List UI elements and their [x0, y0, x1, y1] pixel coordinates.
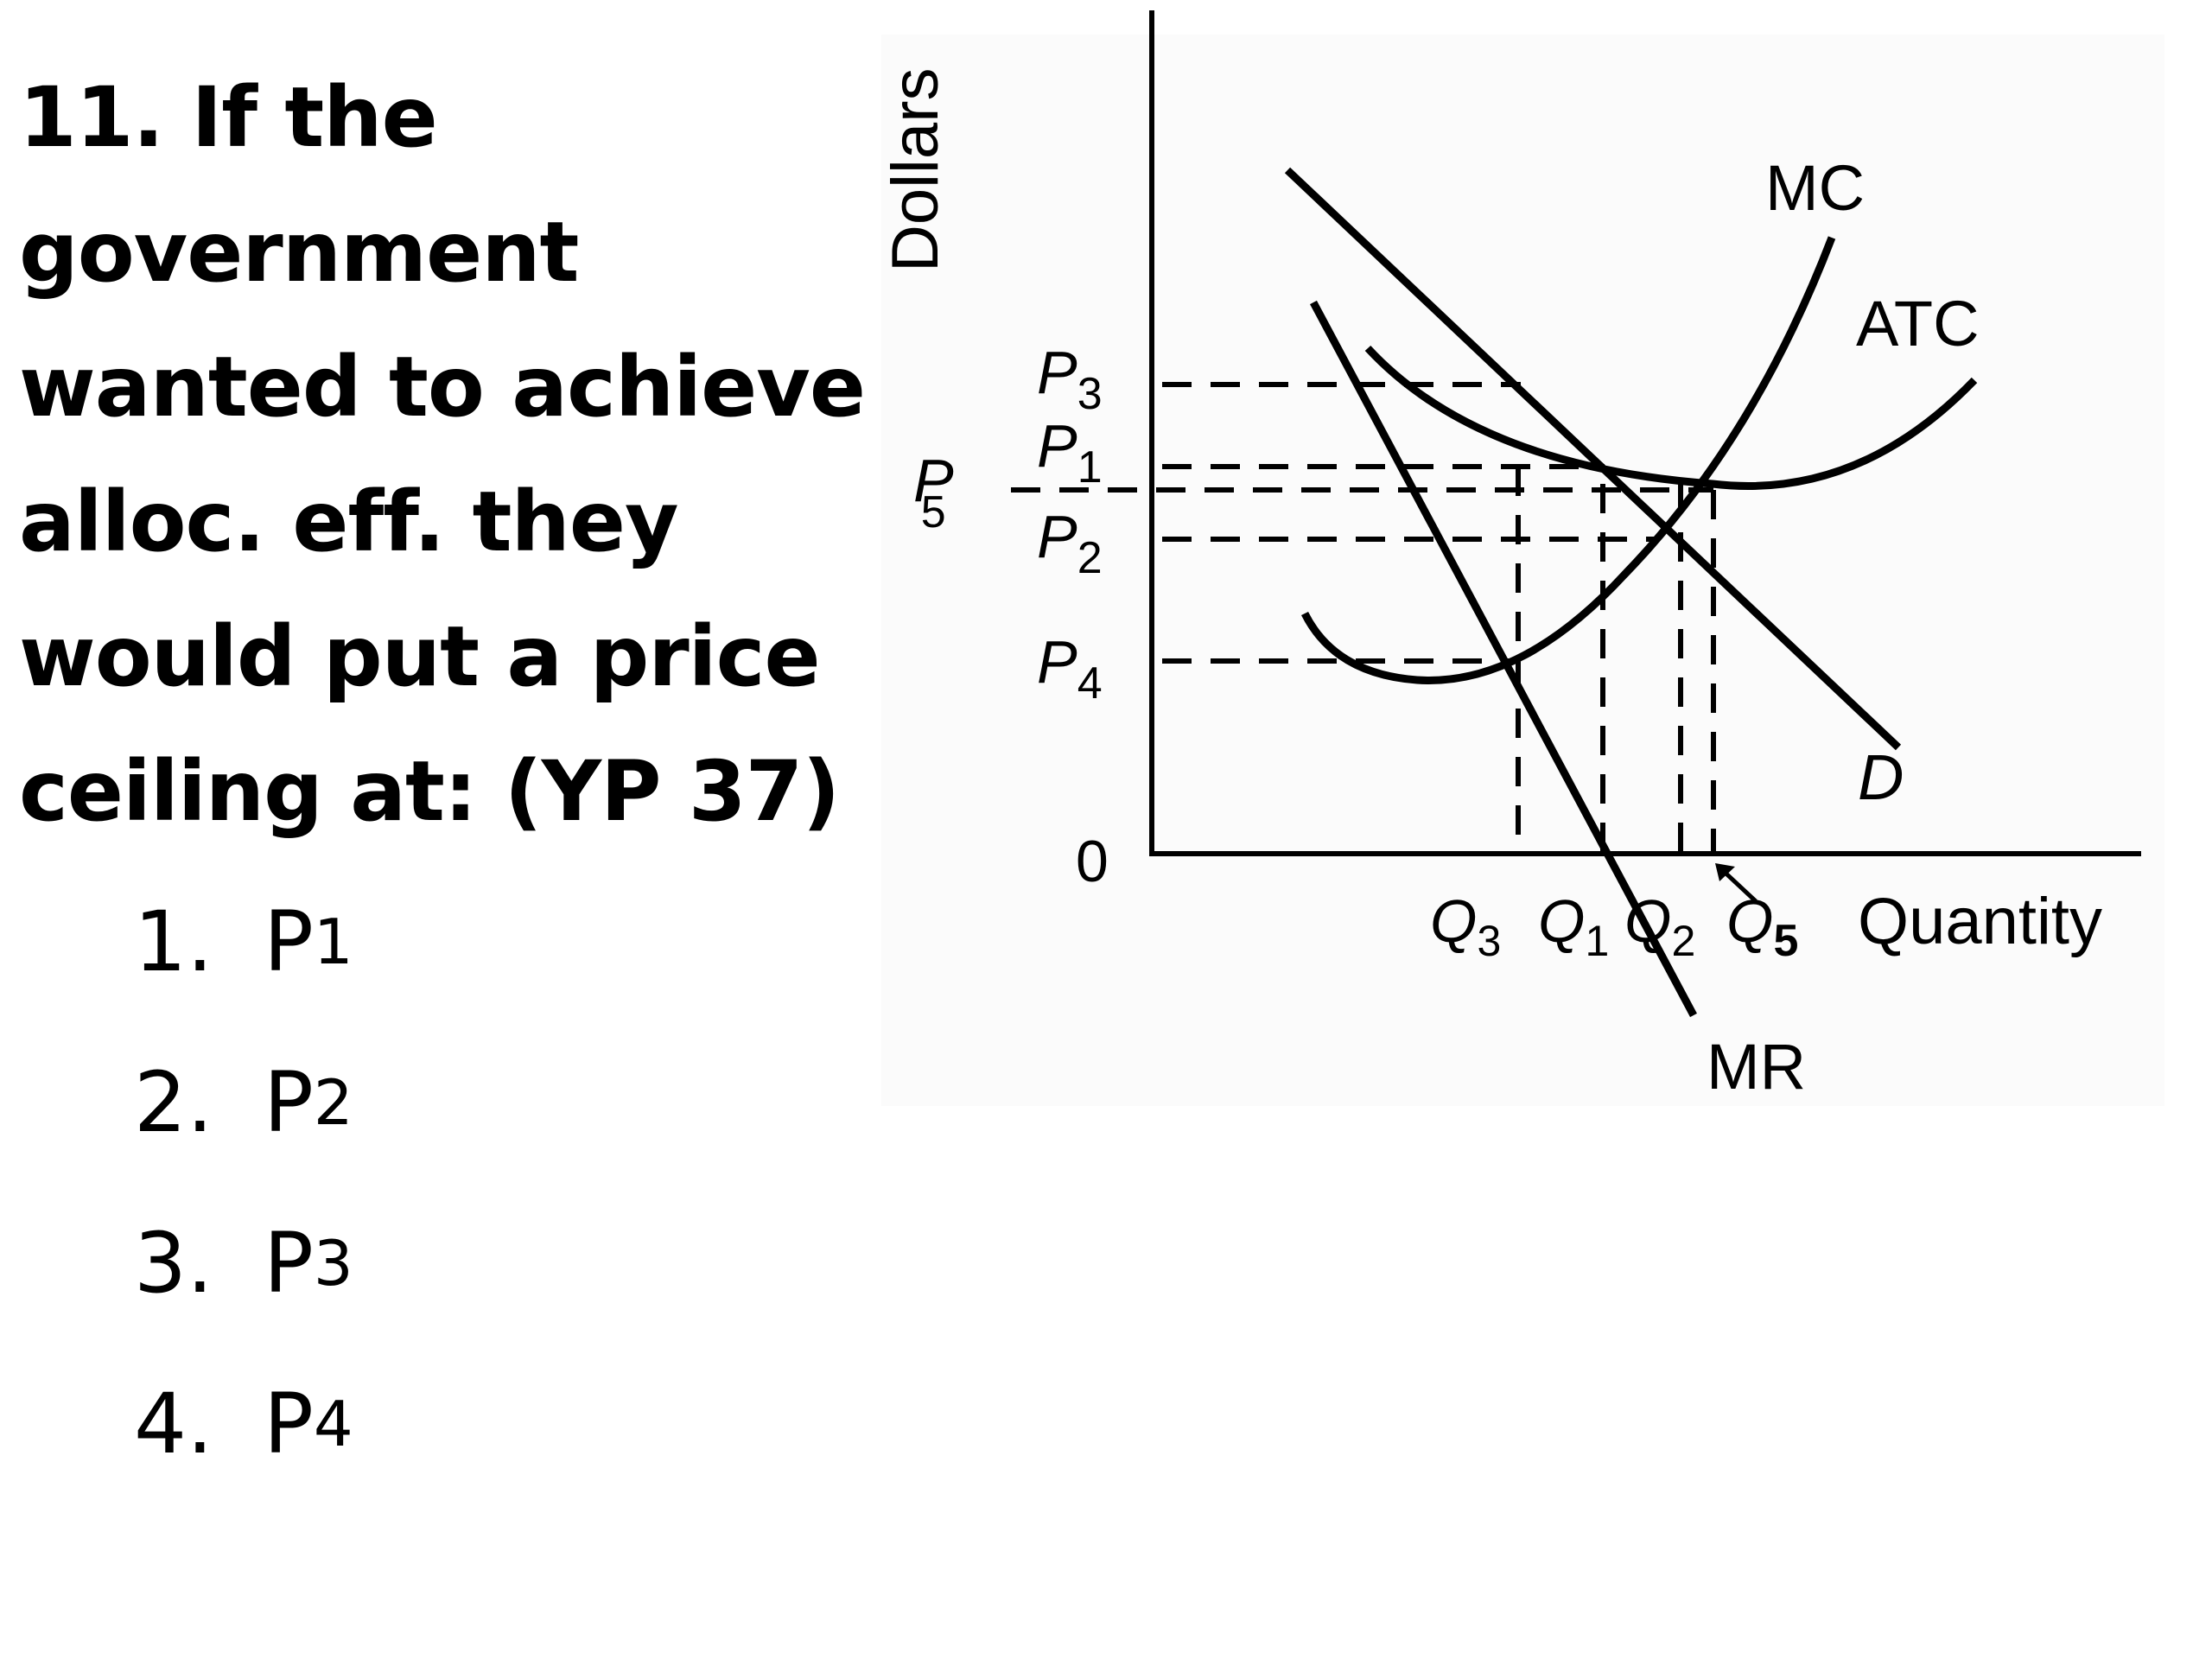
option-label: P [264, 1376, 314, 1472]
mc-label: MC [1765, 152, 1865, 224]
demand-curve [1284, 167, 1902, 751]
monopoly-cost-curves-graph: Dollars 0 P3 P1 P5 P2 P4 Q3 Q1 Q2 Q5 Qua… [879, 10, 2164, 1106]
price-label-p1: P1 [1037, 412, 1103, 493]
mr-label: MR [1707, 1031, 1806, 1103]
q5-arrowhead [1715, 863, 1735, 881]
option-4[interactable]: 4. P 4 [134, 1372, 353, 1533]
question-text: 11. If the government wanted to achieve … [19, 69, 866, 840]
option-subscript: 1 [313, 906, 353, 978]
price-label-p4: P4 [1037, 628, 1103, 709]
atc-label: ATC [1856, 288, 1980, 359]
option-number: 3. [134, 1215, 213, 1312]
option-label: P [264, 1215, 314, 1312]
quantity-label-q5: Q5 [1726, 887, 1798, 966]
price-label-p5: P5 [913, 447, 954, 537]
answer-options: 1. P 1 2. P 2 3. P 3 4. P 4 [134, 890, 353, 1533]
demand-label: D [1858, 741, 1904, 813]
option-subscript: 3 [313, 1227, 353, 1300]
option-label: P [264, 893, 314, 990]
option-subscript: 2 [313, 1066, 353, 1139]
option-1[interactable]: 1. P 1 [134, 890, 353, 1051]
price-label-p2: P2 [1037, 503, 1103, 583]
quantity-label-q2: Q2 [1624, 887, 1695, 965]
option-3[interactable]: 3. P 3 [134, 1211, 353, 1372]
quantity-label-q3: Q3 [1430, 887, 1501, 965]
y-axis-label: Dollars [879, 68, 952, 273]
graph-background [881, 35, 2164, 1106]
option-2[interactable]: 2. P 2 [134, 1051, 353, 1211]
origin-label: 0 [1076, 829, 1109, 894]
dashed-guides [1011, 382, 1716, 851]
marginal-revenue-curve [1310, 300, 1697, 1018]
x-axis-label: Quantity [1858, 885, 2102, 958]
option-subscript: 4 [313, 1388, 353, 1460]
option-number: 2. [134, 1054, 213, 1151]
price-label-p3: P3 [1037, 339, 1103, 419]
option-number: 4. [134, 1376, 213, 1472]
option-label: P [264, 1054, 314, 1151]
mc-curve [1300, 236, 1836, 684]
quantity-label-q1: Q1 [1538, 887, 1609, 965]
option-number: 1. [134, 893, 213, 990]
